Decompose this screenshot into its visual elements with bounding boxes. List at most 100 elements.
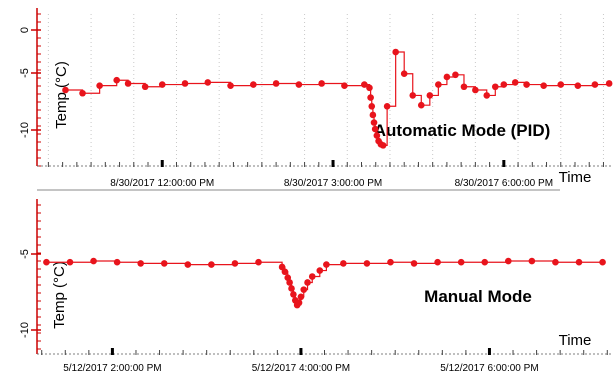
data-point bbox=[369, 111, 377, 119]
x-tick-label: 5/12/2017 2:00:00 PM bbox=[63, 363, 161, 374]
data-point bbox=[363, 260, 371, 267]
data-point bbox=[392, 48, 399, 56]
data-point bbox=[400, 70, 408, 78]
y-axis-label: Temp (°C) bbox=[51, 261, 68, 329]
data-point bbox=[227, 82, 234, 89]
data-point bbox=[66, 258, 74, 266]
data-point bbox=[434, 258, 441, 266]
data-point bbox=[472, 86, 479, 94]
data-point bbox=[300, 286, 308, 293]
data-point bbox=[124, 80, 132, 87]
data-point bbox=[457, 258, 465, 266]
data-point bbox=[575, 258, 583, 266]
data-point bbox=[417, 101, 425, 109]
data-point bbox=[591, 81, 599, 88]
data-point bbox=[481, 258, 489, 266]
x-major-tick bbox=[502, 160, 506, 167]
data-point bbox=[409, 92, 417, 99]
x-tick-label: 8/30/2017 3:00:00 PM bbox=[284, 178, 382, 189]
data-point bbox=[540, 82, 547, 89]
data-point bbox=[297, 293, 305, 301]
data-point bbox=[373, 132, 381, 139]
data-point bbox=[505, 257, 512, 265]
data-point bbox=[90, 257, 97, 265]
data-point bbox=[370, 119, 378, 126]
data-point bbox=[340, 260, 347, 267]
data-point bbox=[361, 81, 368, 88]
panel-2: -5 -10 5/12/2017 2:00:00 PM 5/12/2017 4:00:… bbox=[19, 199, 612, 374]
data-point bbox=[552, 258, 559, 266]
data-point bbox=[184, 261, 192, 268]
data-point bbox=[483, 92, 491, 99]
data-point bbox=[141, 83, 149, 91]
x-tick-label: 5/12/2017 6:00:00 PM bbox=[440, 363, 538, 374]
data-point bbox=[443, 73, 451, 81]
y-tick-label: -10 bbox=[19, 122, 31, 138]
data-point bbox=[137, 260, 144, 267]
chart-subtitle: Automatic Mode (PID) bbox=[374, 121, 551, 140]
data-point bbox=[295, 81, 303, 88]
data-point bbox=[452, 71, 459, 79]
data-point bbox=[410, 260, 418, 267]
data-point bbox=[379, 142, 387, 149]
y-axis-label: Temp (°C) bbox=[53, 61, 70, 129]
data-point bbox=[528, 257, 536, 265]
data-point bbox=[181, 80, 189, 87]
data-point bbox=[62, 86, 69, 94]
data-point bbox=[523, 81, 530, 88]
data-point bbox=[113, 258, 121, 266]
data-point bbox=[383, 102, 391, 110]
data-point bbox=[367, 94, 374, 101]
data-point bbox=[387, 258, 394, 266]
data-point bbox=[308, 273, 316, 280]
data-point bbox=[304, 279, 311, 286]
data-point bbox=[231, 260, 239, 267]
data-point bbox=[160, 260, 168, 267]
data-point bbox=[288, 285, 295, 292]
y-tick-label: -5 bbox=[19, 68, 31, 78]
data-point bbox=[323, 261, 330, 268]
data-point bbox=[557, 81, 565, 88]
data-point bbox=[278, 263, 286, 271]
data-point bbox=[599, 258, 606, 266]
x-axis-label: Time bbox=[559, 332, 592, 349]
y-tick-label: 0 bbox=[19, 27, 31, 33]
data-point bbox=[158, 81, 166, 88]
data-point bbox=[295, 299, 303, 307]
data-point bbox=[341, 82, 348, 89]
x-major-tick bbox=[299, 348, 303, 355]
data-point bbox=[426, 92, 434, 99]
data-point bbox=[290, 291, 297, 298]
y-tick-label: -5 bbox=[19, 249, 31, 259]
x-major-tick bbox=[331, 160, 335, 167]
data-point bbox=[286, 279, 293, 286]
data-point bbox=[371, 125, 379, 133]
chart-subtitle: Manual Mode bbox=[424, 287, 532, 306]
x-tick-label: 5/12/2017 4:00:00 PM bbox=[252, 363, 350, 374]
data-point bbox=[255, 258, 262, 266]
data-point bbox=[316, 267, 324, 274]
data-point bbox=[368, 102, 376, 110]
x-major-tick bbox=[160, 160, 164, 167]
data-point bbox=[281, 268, 289, 276]
data-point bbox=[208, 261, 215, 268]
data-point bbox=[43, 258, 50, 266]
x-tick-label: 8/30/2017 6:00:00 PM bbox=[455, 178, 553, 189]
data-point bbox=[605, 80, 613, 87]
x-major-tick bbox=[487, 348, 491, 355]
data-point bbox=[79, 89, 86, 97]
x-major-tick bbox=[110, 348, 114, 355]
data-point bbox=[435, 81, 442, 88]
data-point bbox=[318, 80, 325, 87]
data-point bbox=[250, 81, 257, 88]
data-point bbox=[96, 82, 103, 89]
y-tick-label: -10 bbox=[19, 322, 31, 338]
data-point bbox=[574, 82, 582, 89]
panel-1: 0 -5 -10 8/30/2017 12:00:00 PM 8/30/2017 3:0… bbox=[19, 8, 613, 189]
data-point bbox=[366, 84, 373, 92]
data-point bbox=[500, 81, 508, 88]
data-point bbox=[113, 76, 121, 84]
data-point bbox=[511, 79, 519, 86]
